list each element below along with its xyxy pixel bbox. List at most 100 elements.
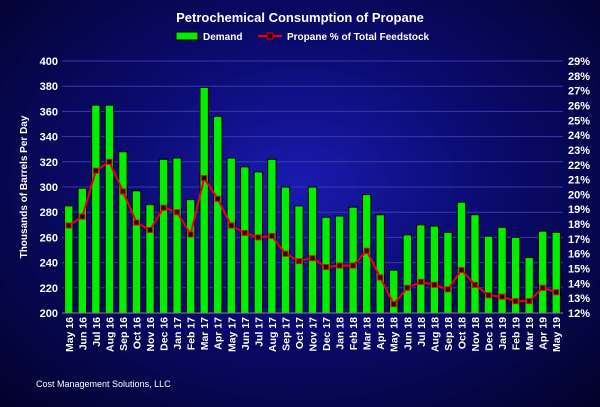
bar-demand: [213, 115, 223, 314]
line-point: [336, 262, 343, 269]
x-tick-label: Oct 18: [456, 317, 468, 349]
bar-demand: [429, 225, 440, 314]
line-point: [268, 232, 275, 239]
bar-demand: [185, 199, 196, 314]
line-point: [295, 258, 302, 265]
y-tick-label: 300: [40, 182, 58, 194]
bar-demand: [118, 151, 128, 314]
y2-tick-label: 16%: [568, 249, 590, 261]
bar-demand: [470, 214, 480, 314]
line-point: [174, 209, 181, 216]
x-tick-label: Sep 16: [118, 317, 130, 351]
y2-tick-label: 22%: [568, 160, 590, 172]
y-tick-label: 220: [40, 283, 58, 295]
x-tick-label: Jan 19: [497, 317, 509, 350]
x-tick-label: Jun 16: [77, 317, 89, 350]
bar-demand: [348, 206, 358, 314]
y2-tick-label: 17%: [568, 234, 590, 246]
x-tick-label: Dec 16: [159, 317, 171, 351]
y-tick-label: 320: [40, 157, 58, 169]
bar-demand: [497, 226, 507, 314]
line-point: [214, 195, 221, 202]
chart-title: Petrochemical Consumption of Propane: [176, 10, 424, 25]
x-tick-label: Oct 16: [131, 317, 143, 349]
bar-demand: [416, 224, 426, 314]
bar-demand: [483, 235, 494, 314]
x-tick-label: Aug 18: [429, 317, 441, 352]
y-tick-label: 400: [40, 56, 58, 68]
line-point: [417, 278, 424, 285]
line-point: [323, 264, 330, 271]
line-point: [512, 298, 519, 305]
x-tick-label: May 16: [64, 317, 76, 352]
legend: Demand Propane % of Total Feedstock: [175, 31, 429, 43]
x-tick-label: May 18: [389, 317, 401, 352]
legend-propane-label: Propane % of Total Feedstock: [287, 32, 429, 43]
y2-axis-ticks: 12% 13% 14% 15% 16% 17% 18% 19% 20% 21% 22% 23% 24% 2…: [568, 56, 590, 320]
bar-demand: [551, 231, 561, 314]
y-tick-label: 380: [40, 81, 58, 93]
line-point: [404, 284, 411, 291]
line-point: [160, 204, 167, 211]
line-point: [471, 281, 478, 288]
bar-demand: [131, 190, 142, 314]
line-point: [309, 255, 316, 262]
line-point: [255, 234, 262, 241]
line-point: [65, 222, 72, 229]
x-tick-label: Jul 16: [91, 317, 103, 347]
x-tick-label: May 19: [551, 317, 563, 352]
x-tick-label: Mar 18: [362, 317, 374, 350]
line-point: [553, 289, 560, 296]
y2-tick-label: 24%: [568, 130, 590, 142]
y-tick-label: 360: [40, 106, 58, 118]
legend-demand-label: Demand: [203, 32, 242, 43]
line-point: [350, 262, 357, 269]
line-point: [444, 286, 451, 293]
x-tick-label: Aug 16: [104, 317, 116, 352]
y-axis-label: Thousands of Barrels Per Day: [19, 115, 30, 258]
bar-demand: [456, 201, 467, 314]
line-point: [377, 274, 384, 281]
line-point: [390, 301, 397, 308]
line-point: [147, 226, 154, 233]
line-series: [65, 158, 560, 308]
line-point: [282, 250, 289, 257]
y2-tick-label: 29%: [568, 56, 590, 68]
x-tick-label: Apr 19: [538, 317, 550, 350]
legend-demand-swatch: [175, 31, 199, 41]
line-point: [106, 158, 113, 165]
legend-propane-marker: [266, 32, 274, 40]
bar-demand: [402, 234, 412, 314]
x-tick-label: May 17: [226, 317, 238, 352]
bar-demand: [537, 230, 548, 314]
x-tick-label: Jul 17: [253, 317, 265, 347]
y-axis-ticks: 200 220 240 260 280 300 320 340 360 380 400: [40, 56, 58, 320]
bar-demand: [307, 186, 318, 314]
x-tick-label: Jul 18: [416, 317, 428, 347]
bar-demand: [64, 205, 74, 314]
y-tick-label: 200: [40, 308, 58, 320]
line-point: [201, 175, 208, 182]
line-point: [485, 292, 492, 299]
y2-tick-label: 20%: [568, 189, 590, 201]
footer-credit: Cost Management Solutions, LLC: [36, 379, 171, 389]
y2-tick-label: 27%: [568, 86, 590, 98]
bars: [64, 86, 561, 314]
x-tick-label: Nov 16: [145, 317, 157, 352]
y2-tick-label: 25%: [568, 115, 590, 127]
x-tick-label: Feb 19: [511, 317, 523, 350]
y2-tick-label: 28%: [568, 71, 590, 83]
bar-demand: [158, 158, 169, 314]
bar-demand: [145, 204, 155, 314]
bar-demand: [104, 104, 115, 314]
bar-demand: [253, 171, 264, 314]
x-tick-label: Jun 18: [402, 317, 414, 350]
x-tick-label: Feb 17: [186, 317, 198, 350]
bar-demand: [91, 104, 101, 314]
x-tick-label: Dec 17: [321, 317, 333, 351]
x-tick-label: Oct 17: [294, 317, 306, 349]
bar-demand: [199, 86, 209, 314]
line-point: [499, 293, 506, 300]
line-point: [133, 219, 140, 226]
line-point: [526, 298, 533, 305]
